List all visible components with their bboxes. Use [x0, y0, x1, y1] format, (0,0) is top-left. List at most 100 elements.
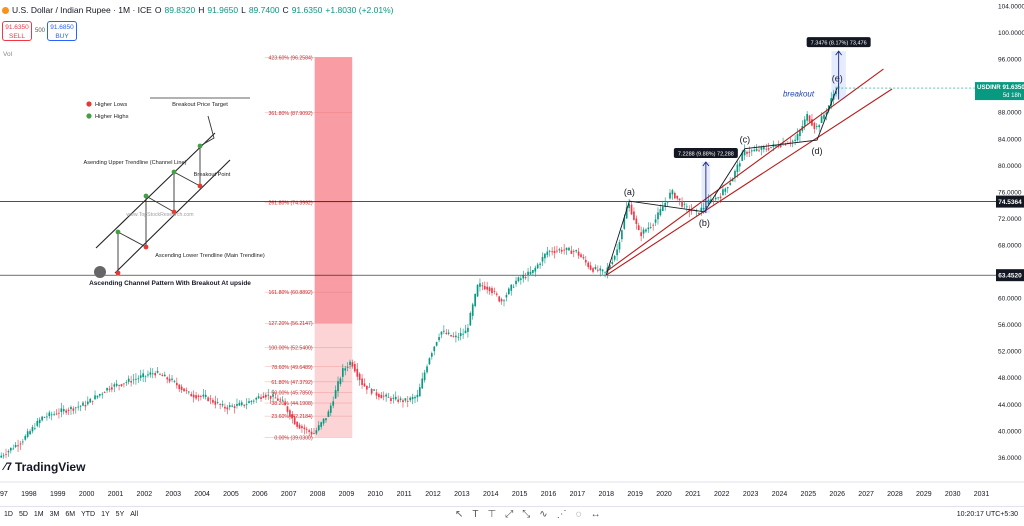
inset-legend-dot	[86, 113, 92, 119]
candle-body	[236, 403, 238, 406]
candle-body	[171, 378, 173, 380]
range-3m[interactable]: 3M	[49, 511, 60, 518]
y-tick-label: 40.0000	[998, 428, 1022, 435]
candle-body	[611, 261, 614, 265]
current-price-countdown: 5d 18h	[1003, 93, 1021, 99]
candle-body	[62, 409, 65, 412]
range-6m[interactable]: 6M	[65, 511, 76, 518]
breakout-label: breakout	[783, 89, 815, 98]
horizontal-level-value: 63.4520	[998, 273, 1022, 280]
inset-pivot-dot	[171, 169, 177, 175]
candle-body	[329, 405, 332, 413]
candle-body	[344, 368, 347, 371]
candle-body	[322, 418, 325, 424]
candle-body	[758, 150, 760, 152]
candle-body	[678, 198, 681, 201]
candle-body	[791, 140, 794, 142]
drawing-tool-7-icon[interactable]: ◌	[575, 509, 582, 520]
candle-body	[252, 400, 255, 402]
sell-button[interactable]: 91.6350 SELL	[2, 21, 32, 41]
fib-level-label: 127.20% (56.2147)	[269, 321, 313, 327]
candle-body	[58, 412, 60, 414]
candle-body	[500, 299, 503, 302]
fib-level-label: 78.60% (49.6489)	[271, 365, 313, 371]
candle-body	[731, 178, 734, 182]
candle-body	[385, 394, 387, 397]
drawing-tool-8-icon[interactable]: ↔	[590, 509, 601, 520]
candle-body	[527, 271, 529, 276]
ohlc-open: 89.8320	[164, 5, 196, 15]
current-price-tag[interactable]	[975, 82, 1024, 101]
candle-body	[794, 139, 796, 141]
candle-body	[178, 384, 181, 390]
candle-body	[175, 382, 178, 386]
candle-body	[74, 407, 77, 409]
candle-body	[387, 397, 390, 398]
candle-body	[707, 199, 710, 205]
candle-body	[702, 207, 705, 210]
wave-label: (d)	[812, 146, 823, 156]
candle-body	[690, 209, 693, 212]
candle-body	[41, 416, 43, 421]
inset-pivot-dot	[197, 183, 203, 189]
candle-body	[156, 370, 159, 373]
fib-level-label: 38.20% (44.1908)	[271, 401, 313, 407]
candle-body	[666, 201, 669, 203]
volume-label[interactable]: Vol	[3, 51, 13, 58]
candle-body	[402, 400, 404, 403]
candle-body	[188, 391, 190, 393]
price-chart[interactable]: 104.0000100.000096.000092.000088.000084.…	[0, 0, 1024, 506]
candle-body	[12, 448, 15, 450]
candle-body	[414, 396, 416, 399]
candle-body	[698, 212, 700, 215]
inset-pivot-dot	[115, 270, 121, 276]
candle-body	[803, 119, 806, 126]
drawing-tool-5-icon[interactable]: ∿	[539, 509, 548, 520]
candle-body	[325, 418, 327, 421]
y-tick-label: 96.0000	[998, 57, 1022, 64]
candle-body	[835, 91, 837, 95]
drawing-tool-2-icon[interactable]: ⊤	[487, 509, 497, 520]
candle-body	[262, 396, 265, 398]
channel-upper-line[interactable]	[605, 68, 884, 272]
candle-body	[815, 126, 818, 127]
candle-body	[346, 366, 349, 368]
range-1d[interactable]: 1D	[4, 511, 13, 518]
symbol-title[interactable]: U.S. Dollar / Indian Rupee · 1M · ICE	[12, 5, 152, 15]
drawing-tool-1-icon[interactable]: T	[472, 509, 479, 520]
candle-body	[159, 373, 161, 375]
drawing-tool-6-icon[interactable]: ⋰	[556, 509, 567, 520]
candle-body	[289, 410, 291, 417]
candle-body	[212, 399, 214, 403]
measure-arrow-head	[702, 161, 710, 167]
drawing-tool-0-icon[interactable]: ↖	[455, 509, 464, 520]
drawing-tool-3-icon[interactable]: ⤢	[505, 509, 514, 520]
candle-body	[341, 368, 344, 377]
range-1m[interactable]: 1M	[33, 511, 44, 518]
range-ytd[interactable]: YTD	[81, 511, 96, 518]
buy-button[interactable]: 91.6850 BUY	[47, 21, 77, 41]
candle-body	[144, 375, 147, 377]
range-1y[interactable]: 1Y	[101, 511, 110, 518]
wave-path[interactable]	[605, 87, 838, 275]
ohlc-low: 89.7400	[248, 5, 280, 15]
drawing-tool-4-icon[interactable]: ⤡	[522, 509, 531, 520]
tradingview-mark-icon: ⁄7	[4, 461, 12, 473]
candle-body	[717, 197, 719, 199]
candle-body	[642, 229, 645, 234]
range-all[interactable]: All	[130, 511, 139, 518]
buy-label: BUY	[55, 33, 69, 40]
candle-body	[296, 421, 298, 427]
candle-body	[17, 445, 19, 447]
candle-body	[190, 393, 193, 397]
range-5d[interactable]: 5D	[18, 511, 28, 518]
range-5y[interactable]: 5Y	[115, 511, 125, 518]
channel-lower-line[interactable]	[605, 88, 893, 276]
candle-body	[635, 218, 638, 224]
candle-body	[378, 394, 380, 398]
sell-price: 91.6350	[5, 24, 29, 31]
candle-body	[729, 182, 732, 185]
x-tick-label: 2025	[801, 491, 817, 498]
x-tick-label: 2016	[541, 491, 557, 498]
candle-body	[633, 211, 635, 220]
